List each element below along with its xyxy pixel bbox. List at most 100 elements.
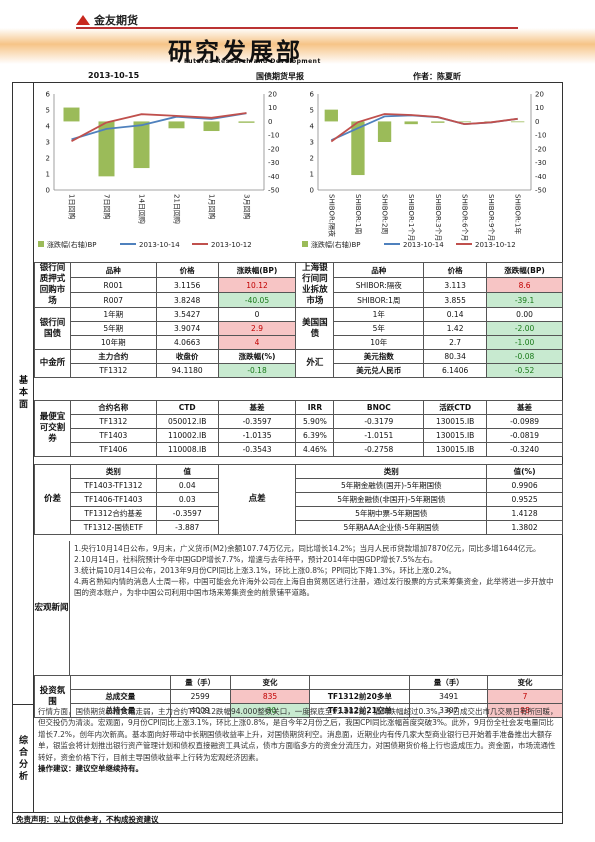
section-cgb: 银行间国债: [34, 307, 71, 350]
cell: SHIBOR:隔夜: [333, 277, 425, 293]
cell: 总持仓量: [69, 703, 171, 718]
cell: 1.3802: [486, 520, 563, 535]
cell: -0.0989: [486, 414, 563, 429]
table-row: TF1406 110008.IB -0.3543 4.46% -0.2758 130015…: [35, 442, 563, 457]
table-row: 10年期 4.0663 4 10年 2.7 -1.00: [35, 335, 563, 350]
legend-label: 涨跌幅(右轴)BP: [311, 240, 361, 249]
cell: 5年: [333, 321, 425, 336]
cell: 80.34: [423, 349, 488, 364]
right-tick-label: 20: [535, 91, 544, 99]
bar: [351, 121, 365, 176]
department-title-en: Futures Research and Development: [184, 58, 321, 65]
title-band: [0, 28, 595, 64]
header-cell: 主力合约: [69, 349, 157, 364]
cell: 6.39%: [295, 428, 335, 443]
cell: 美元兑人民币: [333, 363, 425, 378]
left-tick-label: 1: [310, 171, 314, 179]
cell: 4.0663: [155, 335, 219, 350]
report-author: 作者：陈夏昕: [413, 72, 461, 81]
header-cell: 涨跌幅(%): [217, 349, 297, 364]
department-title: 研究发展部: [168, 37, 303, 66]
bar: [511, 121, 525, 123]
cell: -1.0135: [217, 428, 297, 443]
cell: SHIBOR:1周: [333, 292, 425, 308]
cell: 10年: [333, 335, 425, 350]
cell: -0.3240: [486, 442, 563, 457]
left-tick-label: 4: [46, 123, 51, 131]
change-cell: 10.12: [217, 277, 297, 293]
table-row: 5年期 3.9074 2.9 5年 1.42 -2.00: [35, 321, 563, 336]
cell: TF1312合约基差: [69, 506, 157, 521]
cell: 5年期AAA企业债-5年期国债: [295, 520, 488, 535]
side-label-summary: 综合分析: [12, 704, 34, 812]
change-cell: -1.00: [486, 335, 563, 350]
change-cell: -30: [229, 703, 311, 718]
change-cell: -2.00: [486, 321, 563, 336]
header-cell: 活跃CTD: [423, 400, 488, 415]
cell: 美元指数: [333, 349, 425, 364]
header-cell: 变化: [229, 675, 311, 690]
bar: [404, 121, 418, 125]
header-cell: 类别: [295, 464, 488, 479]
header-cell: 基差: [486, 400, 563, 415]
report-date: 2013-10-15: [88, 71, 140, 80]
cell: 5年期中票-5年期国债: [295, 506, 488, 521]
right-tick-label: 20: [268, 91, 277, 99]
table-row: 银行间国债 1年期 3.5427 0 美国国债 1年 0.14 0.00: [34, 307, 563, 350]
category-label: 1日回购: [68, 194, 77, 219]
cell: TF1403-TF1312: [69, 478, 157, 493]
shibor-chart: 0 1 2 3 4 5 6 -50 -40 -30 -20 -10 0 10 20 SHIBOR:隔夜 SHIB…: [298, 86, 563, 254]
sentiment-table: 投资氛围 量（手） 变化 量（手） 变化 总成交量 2599 835 TF131…: [34, 675, 563, 718]
category-label: SHIBOR:1周: [354, 194, 362, 234]
category-label: SHIBOR:3个月: [434, 194, 442, 241]
right-tick-label: -20: [535, 145, 546, 153]
cell: 4009: [169, 703, 231, 718]
table-row: R007 3.8248 -40.05 SHIBOR:1周 3.855 -39.1: [35, 292, 563, 308]
category-label: SHIBOR:9个月: [487, 194, 495, 241]
series-line: [71, 112, 247, 142]
header-blank: [309, 675, 411, 690]
cell: 5年期: [69, 321, 157, 336]
change-cell: 2.9: [217, 321, 297, 336]
category-label: SHIBOR:1个月: [407, 194, 415, 241]
cell: 5年期金融债(国开)-5年期国债: [295, 478, 488, 493]
header-cell: 涨跌幅(BP): [486, 262, 563, 278]
cell: -0.0819: [486, 428, 563, 443]
change-cell: 4: [217, 335, 297, 350]
cell: -0.3179: [333, 414, 425, 429]
change-cell: 8.6: [486, 277, 563, 293]
header-cell: BNOC: [333, 400, 425, 415]
cell: TF1403: [69, 428, 157, 443]
legend-label: 涨跌幅(右轴)BP: [47, 240, 97, 249]
cell: 130015.IB: [423, 442, 488, 457]
cell: 2599: [169, 689, 231, 704]
change-cell: 0: [217, 307, 297, 322]
change-cell: -40.05: [217, 292, 297, 308]
cell: 1.4128: [486, 506, 563, 521]
change-cell: 835: [229, 689, 311, 704]
right-tick-label: -30: [268, 159, 279, 167]
header-cell: 品种: [333, 262, 425, 278]
left-tick-label: 1: [46, 171, 50, 179]
change-cell: 98: [487, 703, 563, 718]
cell: 6.1406: [423, 363, 488, 378]
analysis-text: 行情方面，国债期货价格大幅走弱，主力合约TF1312跌幅94.000整数关口，一…: [38, 707, 558, 762]
table-row: TF1312-国债ETF -3.887 5年期AAA企业债-5年期国债 1.3802: [35, 520, 563, 535]
category-label: 3月回购: [243, 194, 252, 219]
news-item: 4.两名熟知内情的消息人士周一称，中国可能会允许海外公司在上海自由贸易区进行注册…: [74, 577, 554, 597]
left-tick-label: 0: [46, 187, 50, 195]
left-tick-label: 2: [46, 155, 50, 163]
cell: 0.9906: [486, 478, 563, 493]
header-cell: CTD: [155, 400, 219, 415]
news-item: 3.统计局10月14日公布，2013年9月份CPI同比上涨3.1%，环比上涨0.…: [74, 566, 457, 575]
left-tick-label: 3: [46, 139, 50, 147]
bar: [203, 121, 220, 132]
cell: TF1312: [69, 414, 157, 429]
legend-label: 2013-10-14: [403, 241, 444, 249]
bar: [377, 121, 392, 142]
cell: 5.90%: [295, 414, 335, 429]
cell: TF1312-国债ETF: [69, 520, 157, 535]
right-tick-label: -10: [268, 132, 279, 140]
header-cell: 涨跌幅(BP): [217, 262, 297, 278]
cell: 0.14: [423, 307, 488, 322]
